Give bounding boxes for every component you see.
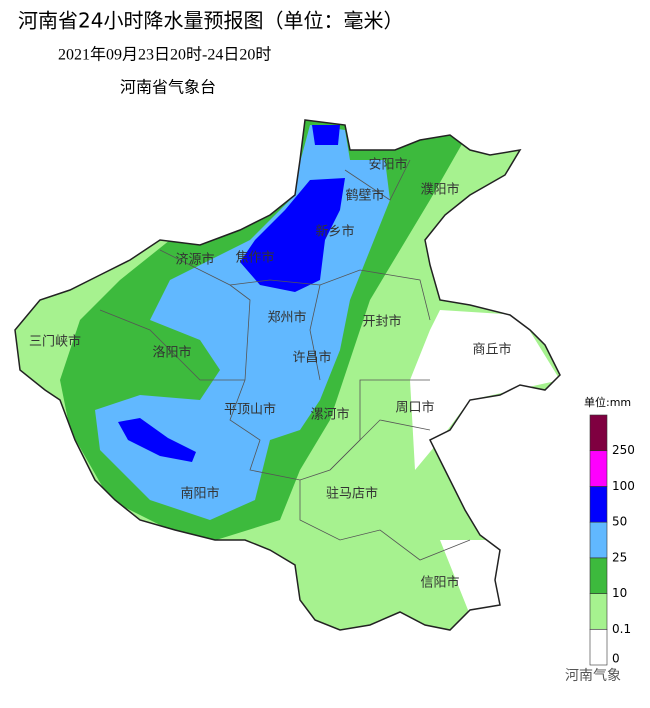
subtitle: 2021年09月23日20时-24日20时	[58, 46, 271, 64]
legend-unit: 单位:mm	[584, 395, 631, 409]
legend-swatch	[589, 521, 608, 559]
city-label: 焦作市	[235, 250, 274, 266]
city-label: 漯河市	[310, 407, 349, 423]
area-no-rain	[410, 310, 560, 470]
legend-swatch	[589, 557, 608, 594]
legend-tick-label: 250	[612, 443, 635, 457]
city-label: 洛阳市	[152, 345, 191, 361]
city-label: 驻马店市	[326, 486, 378, 502]
area-rainstorm	[118, 418, 196, 462]
area-rainstorm	[312, 125, 340, 145]
legend-tick-label: 100	[612, 479, 635, 493]
legend: 0 0.1 10 25 50 100 250	[589, 414, 635, 666]
city-label: 信阳市	[420, 575, 459, 591]
legend-tick-label: 10	[612, 586, 627, 600]
province-outline	[14, 119, 561, 631]
city-label: 濮阳市	[420, 182, 459, 198]
area-no-rain	[440, 540, 505, 615]
legend-tick-label: 0	[612, 652, 620, 666]
city-label: 商丘市	[472, 342, 511, 358]
city-label: 周口市	[395, 400, 434, 416]
legend-swatch	[589, 486, 608, 523]
rain-field	[15, 120, 560, 630]
legend-swatch	[589, 450, 608, 487]
city-label: 三门峡市	[29, 334, 81, 350]
legend-tick-label: 0.1	[612, 622, 631, 636]
city-label: 郑州市	[267, 310, 306, 326]
legend-swatch	[589, 414, 608, 452]
city-label: 南阳市	[180, 486, 219, 502]
watermark: 河南气象	[565, 668, 621, 684]
city-label: 开封市	[362, 314, 401, 330]
legend-swatch	[589, 593, 608, 630]
city-label: 安阳市	[368, 157, 407, 173]
area-rainstorm	[240, 178, 345, 292]
title: 河南省24小时降水量预报图（单位：毫米）	[18, 9, 403, 33]
legend-swatch	[589, 628, 608, 666]
city-label: 许昌市	[292, 350, 331, 366]
legend-tick-label: 50	[612, 515, 627, 529]
city-label: 济源市	[175, 252, 214, 268]
legend-tick-label: 25	[612, 550, 627, 564]
boundaries	[99, 159, 471, 561]
city-label: 鹤壁市	[345, 188, 384, 204]
city-label: 平顶山市	[224, 402, 276, 418]
city-label: 新乡市	[315, 224, 354, 240]
issuer: 河南省气象台	[120, 78, 216, 97]
